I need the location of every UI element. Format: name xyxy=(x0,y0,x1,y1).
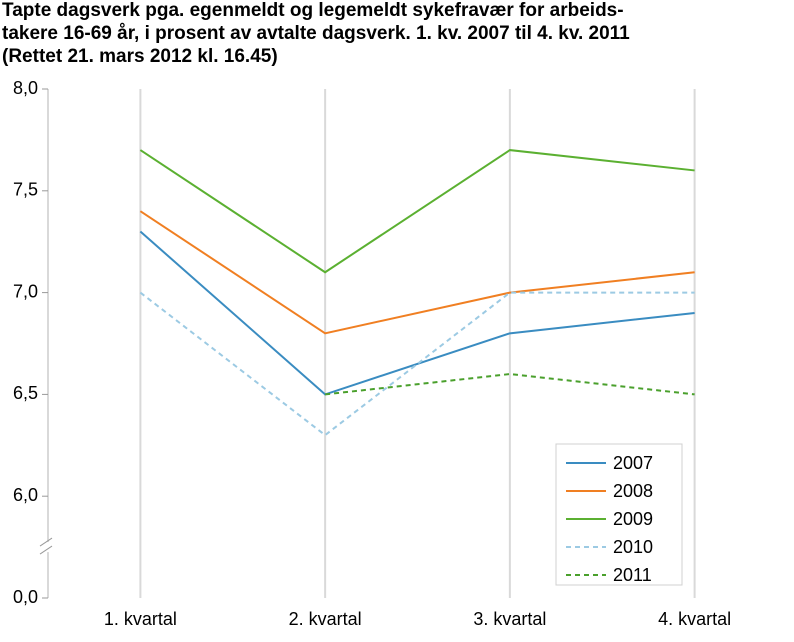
y-tick-label: 8,0 xyxy=(13,78,38,98)
chart-title: takere 16-69 år, i prosent av avtalte da… xyxy=(2,23,630,44)
axis-break-mark xyxy=(39,537,53,547)
legend-label: 2009 xyxy=(613,509,653,529)
legend-box xyxy=(555,443,683,586)
series-line xyxy=(139,210,695,335)
axis-break-mark xyxy=(39,545,53,555)
y-tick-label: 6,0 xyxy=(13,485,38,505)
chart-title: (Rettet 21. mars 2012 kl. 16.45) xyxy=(2,46,278,67)
y-tick-label: 0,0 xyxy=(13,587,38,607)
legend-label: 2008 xyxy=(613,481,653,501)
series-line xyxy=(325,373,695,396)
series-line xyxy=(139,230,695,396)
y-tick-label: 7,5 xyxy=(13,180,38,200)
y-tick-label: 6,5 xyxy=(13,383,38,403)
x-tick-label: 2. kvartal xyxy=(289,609,362,629)
series-line xyxy=(139,291,695,437)
legend-label: 2007 xyxy=(613,453,653,473)
series-line xyxy=(139,149,695,274)
legend-label: 2011 xyxy=(613,565,652,585)
x-tick-label: 1. kvartal xyxy=(104,609,177,629)
chart-title: Tapte dagsverk pga. egenmeldt og legemel… xyxy=(2,0,624,21)
y-tick-label: 7,0 xyxy=(13,281,38,301)
x-tick-label: 4. kvartal xyxy=(658,609,731,629)
x-tick-label: 3. kvartal xyxy=(473,609,546,629)
legend-label: 2010 xyxy=(613,537,653,557)
axis-break xyxy=(40,542,56,553)
